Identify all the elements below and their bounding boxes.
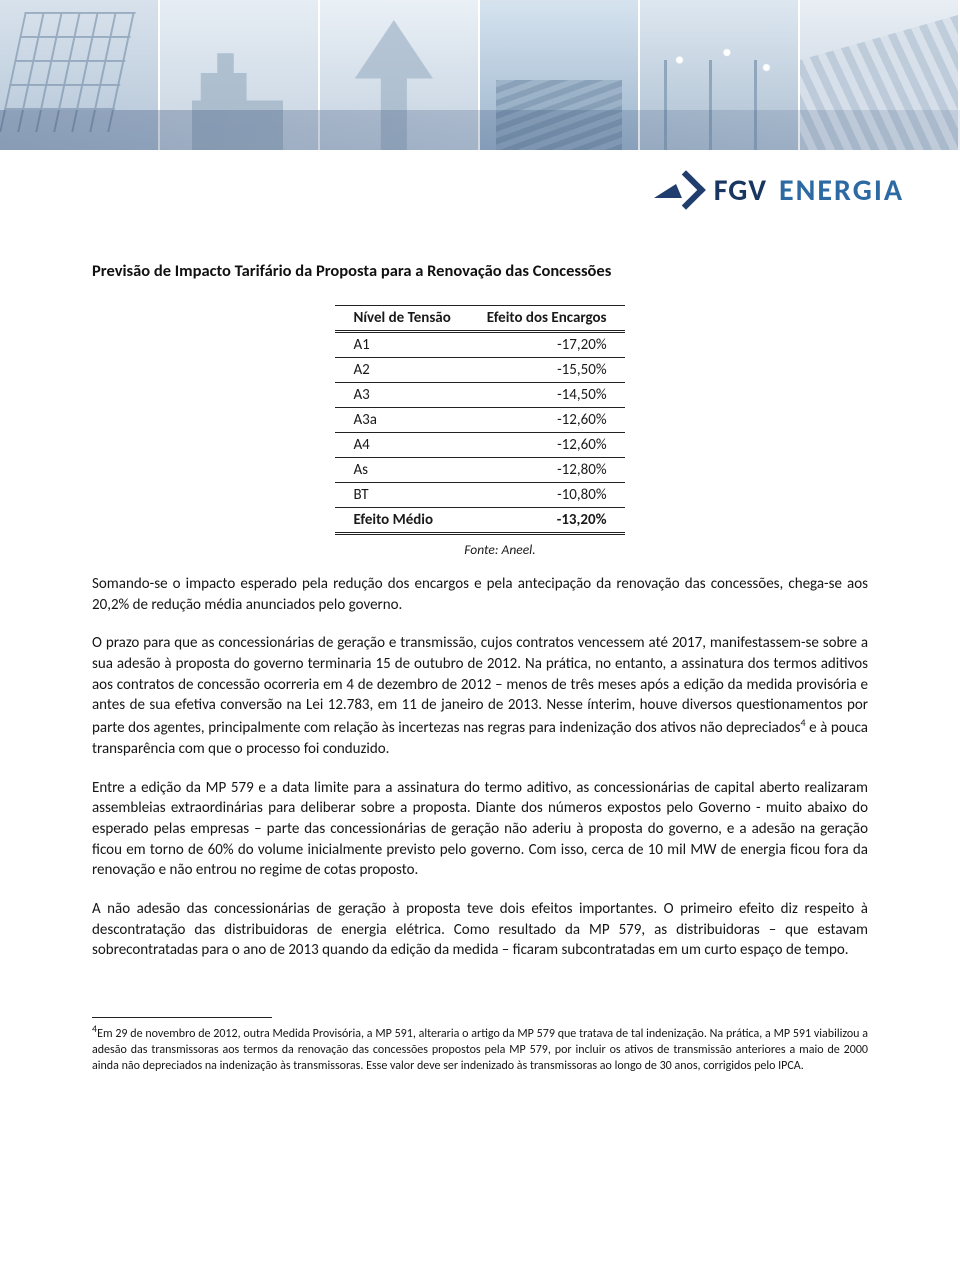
- cell-level: A4: [335, 433, 468, 458]
- table-row: A4-12,60%: [335, 433, 624, 458]
- paragraph-3: Entre a edição da MP 579 e a data limite…: [92, 778, 868, 881]
- cell-level: A3a: [335, 408, 468, 433]
- table-row: As-12,80%: [335, 458, 624, 483]
- cell-level: A1: [335, 332, 468, 358]
- cell-value: -14,50%: [469, 383, 625, 408]
- cell-value: -12,80%: [469, 458, 625, 483]
- cell-level: A2: [335, 358, 468, 383]
- table-header-row: Nível de Tensão Efeito dos Encargos: [335, 306, 624, 332]
- cell-value: -12,60%: [469, 433, 625, 458]
- footnote-4: 4Em 29 de novembro de 2012, outra Medida…: [92, 1022, 868, 1074]
- footnote-separator: [92, 1017, 272, 1018]
- banner-tint: [0, 110, 960, 150]
- cell-value: -15,50%: [469, 358, 625, 383]
- logo-bar: FGV ENERGIA: [0, 150, 960, 219]
- cell-value: -17,20%: [469, 332, 625, 358]
- paragraph-2: O prazo para que as concessionárias de g…: [92, 633, 868, 759]
- cell-value: -12,60%: [469, 408, 625, 433]
- tariff-impact-table: Nível de Tensão Efeito dos Encargos A1-1…: [335, 305, 624, 535]
- footnote-text: Em 29 de novembro de 2012, outra Medida …: [92, 1027, 868, 1073]
- paragraph-4: A não adesão das concessionárias de gera…: [92, 899, 868, 961]
- table-col-effect: Efeito dos Encargos: [469, 306, 625, 332]
- paragraph-1: Somando-se o impacto esperado pela reduç…: [92, 574, 868, 615]
- logo-text-energia: ENERGIA: [779, 172, 904, 209]
- paragraph-2a: O prazo para que as concessionárias de g…: [92, 634, 868, 737]
- table-footer-row: Efeito Médio-13,20%: [335, 508, 624, 534]
- document-title: Previsão de Impacto Tarifário da Propost…: [92, 261, 868, 281]
- cell-value: -10,80%: [469, 483, 625, 508]
- cell-level: Efeito Médio: [335, 508, 468, 534]
- table-row: A3a-12,60%: [335, 408, 624, 433]
- table-row: A1-17,20%: [335, 332, 624, 358]
- table-source-caption: Fonte: Aneel.: [92, 541, 868, 558]
- cell-level: A3: [335, 383, 468, 408]
- cell-value: -13,20%: [469, 508, 625, 534]
- table-row: A2-15,50%: [335, 358, 624, 383]
- table-col-tension: Nível de Tensão: [335, 306, 468, 332]
- cell-level: As: [335, 458, 468, 483]
- table-row: A3-14,50%: [335, 383, 624, 408]
- fgv-logo-icon: [658, 176, 700, 206]
- header-banner: [0, 0, 960, 150]
- table-row: BT-10,80%: [335, 483, 624, 508]
- logo-text-fgv: FGV: [714, 172, 767, 209]
- cell-level: BT: [335, 483, 468, 508]
